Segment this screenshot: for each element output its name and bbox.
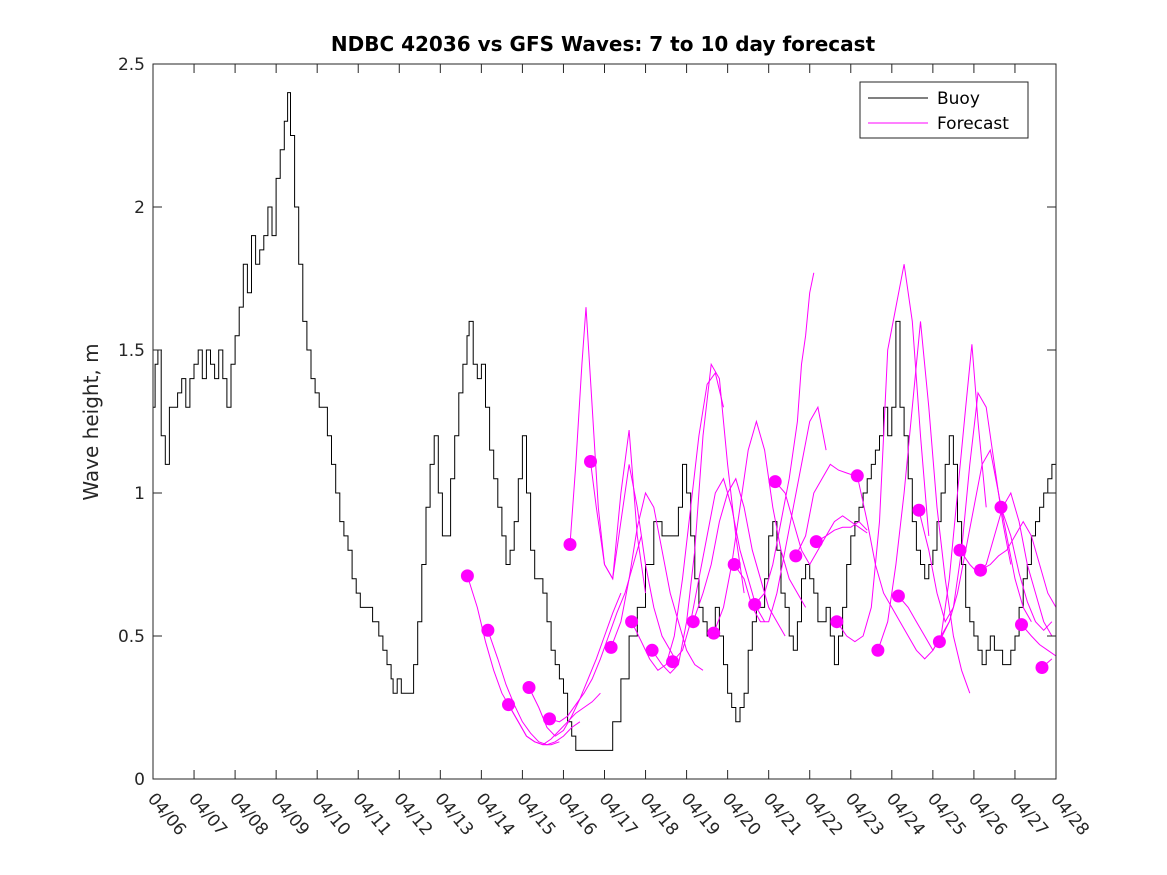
forecast-line-9 <box>631 371 724 671</box>
forecast-start-marker-17 <box>789 549 803 563</box>
forecast-start-marker-7 <box>584 455 597 468</box>
legend-box <box>859 81 1029 139</box>
y-axis-label: Wave height, m <box>79 343 103 500</box>
forecast-start-marker-8 <box>604 640 618 654</box>
forecast-start-marker-18 <box>809 535 823 549</box>
forecast-start-marker-15 <box>748 598 762 611</box>
forecast-start-marker-2 <box>481 623 495 637</box>
forecast-line-15 <box>754 272 815 605</box>
forecast-start-marker-9 <box>625 615 639 629</box>
chart-title: NDBC 42036 vs GFS Waves: 7 to 10 day for… <box>331 32 876 56</box>
forecast-line-22 <box>898 344 987 652</box>
forecast-start-marker-29 <box>1035 661 1049 674</box>
forecast-start-marker-24 <box>932 635 946 649</box>
forecast-line-2 <box>487 630 581 746</box>
legend: Buoy Forecast <box>859 81 1029 139</box>
forecast-line-12 <box>692 477 786 637</box>
forecast-start-marker-3 <box>502 698 515 712</box>
forecast-start-marker-13 <box>707 626 721 640</box>
forecast-line-3 <box>508 692 601 746</box>
forecast-line-6 <box>569 307 646 594</box>
forecast-start-marker-1 <box>460 569 474 583</box>
forecast-start-marker-28 <box>1015 618 1028 632</box>
forecast-line-8 <box>610 491 704 671</box>
forecast-start-marker-6 <box>563 538 577 551</box>
forecast-start-marker-21 <box>871 643 885 657</box>
forecast-line-27 <box>1000 507 1053 632</box>
y-tick-label: 1.5 <box>118 341 145 361</box>
legend-label-buoy: Buoy <box>937 89 980 109</box>
forecast-start-marker-25 <box>953 543 967 557</box>
forecast-line-23 <box>918 391 1012 623</box>
forecast-start-marker-4 <box>522 681 536 694</box>
plot-area <box>153 92 1057 751</box>
forecast-line-4 <box>528 592 622 737</box>
forecast-line-26 <box>980 520 1057 608</box>
forecast-line-10 <box>651 362 745 674</box>
forecast-start-marker-19 <box>830 615 844 629</box>
legend-label-forecast: Forecast <box>937 114 1009 134</box>
forecast-line-18 <box>816 520 868 543</box>
forecast-start-marker-20 <box>850 469 864 483</box>
forecast-line-28 <box>1021 624 1057 657</box>
y-tick-label: 2 <box>134 198 145 218</box>
forecast-line-13 <box>713 419 807 634</box>
forecast-start-marker-27 <box>994 500 1008 514</box>
forecast-start-marker-22 <box>891 589 905 603</box>
forecast-start-marker-14 <box>727 558 741 571</box>
forecast-line-19 <box>836 264 930 643</box>
forecast-line-21 <box>877 321 971 694</box>
forecast-start-marker-23 <box>912 503 926 517</box>
buoy-series-line <box>153 92 1057 751</box>
y-tick-label: 2.5 <box>118 55 145 75</box>
forecast-line-24 <box>938 448 1032 642</box>
forecast-line-17 <box>795 463 856 557</box>
y-tick-label: 0.5 <box>118 627 145 647</box>
y-tick-label: 0 <box>134 770 145 790</box>
forecast-line-5 <box>549 535 642 723</box>
forecast-start-marker-26 <box>974 563 987 577</box>
forecast-start-marker-16 <box>768 475 782 489</box>
forecast-start-marker-10 <box>645 643 659 657</box>
forecast-line-7 <box>590 461 679 665</box>
forecast-start-marker-12 <box>686 615 700 629</box>
forecast-start-marker-5 <box>543 712 556 726</box>
forecast-start-marker-11 <box>666 655 680 669</box>
y-tick-label: 1 <box>134 484 145 504</box>
